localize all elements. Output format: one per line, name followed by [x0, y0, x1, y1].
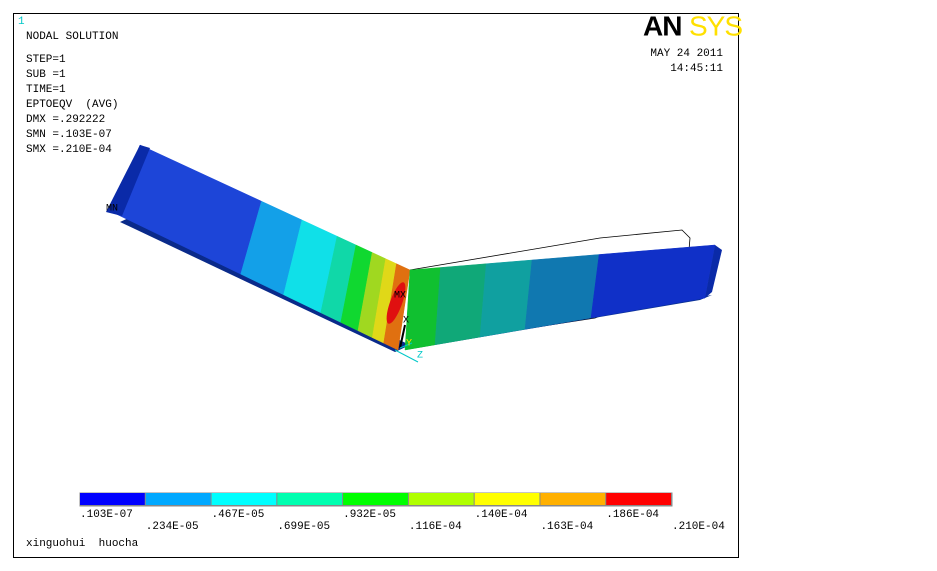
legend-label: .103E-07 — [80, 509, 133, 521]
plot-title: NODAL SOLUTION — [26, 31, 118, 43]
right-arm-strip — [479, 259, 533, 338]
legend-label: .210E-04 — [672, 521, 725, 533]
legend-label: .467E-05 — [212, 509, 265, 521]
time: 14:45:11 — [670, 63, 723, 75]
info-line: SMN =.103E-07 — [26, 129, 112, 141]
date: MAY 24 2011 — [650, 48, 723, 60]
legend-band — [343, 493, 408, 505]
legend-band — [606, 493, 671, 505]
model-labels: MN MX X Y Z — [106, 204, 423, 363]
legend-label: .163E-04 — [540, 521, 593, 533]
model — [106, 144, 722, 352]
legend-band — [211, 493, 277, 505]
axis-z-label: Z — [417, 351, 423, 362]
logo-an: AN — [643, 10, 681, 41]
hot-spot — [386, 282, 406, 324]
legend-band — [277, 493, 343, 505]
info-line: STEP=1 — [26, 54, 66, 66]
window-number: 1 — [18, 16, 25, 28]
min-label: MN — [106, 204, 118, 215]
info-line: TIME=1 — [26, 84, 66, 96]
legend-label: .932E-05 — [343, 509, 396, 521]
legend: .103E-07 .234E-05 .467E-05 .699E-05 .932E-05… — [80, 493, 725, 533]
right-arm-strip — [404, 267, 441, 351]
legend-label: .116E-04 — [409, 521, 462, 533]
right-arm-strip — [524, 254, 600, 330]
footer: xinguohui huocha — [26, 538, 139, 550]
axis-x-label: X — [403, 316, 409, 327]
legend-band — [80, 493, 145, 505]
info-line: SUB =1 — [26, 69, 66, 81]
legend-band — [474, 493, 540, 505]
axis-y-label: Y — [406, 339, 412, 350]
max-label: MX — [394, 291, 406, 302]
axis-x-line — [399, 324, 406, 349]
info-line: DMX =.292222 — [26, 114, 105, 126]
logo-sys: SYS — [689, 10, 742, 41]
info-line: EPTOEQV (AVG) — [26, 99, 118, 111]
right-arm-strip — [434, 263, 487, 346]
legend-band — [408, 493, 474, 505]
info-block: STEP=1 SUB =1 TIME=1 EPTOEQV (AVG) DMX =.292… — [26, 54, 118, 156]
axis-y-line — [399, 342, 413, 349]
axis-z-line — [394, 349, 419, 363]
right-end-face — [705, 245, 722, 298]
legend-band — [540, 493, 606, 505]
legend-label: .234E-05 — [146, 521, 199, 533]
info-line: SMX =.210E-04 — [26, 144, 112, 156]
legend-label: .186E-04 — [606, 509, 659, 521]
left-end-face — [106, 145, 150, 216]
legend-label: .699E-05 — [277, 521, 330, 533]
legend-label: .140E-04 — [475, 509, 528, 521]
legend-band — [145, 493, 211, 505]
